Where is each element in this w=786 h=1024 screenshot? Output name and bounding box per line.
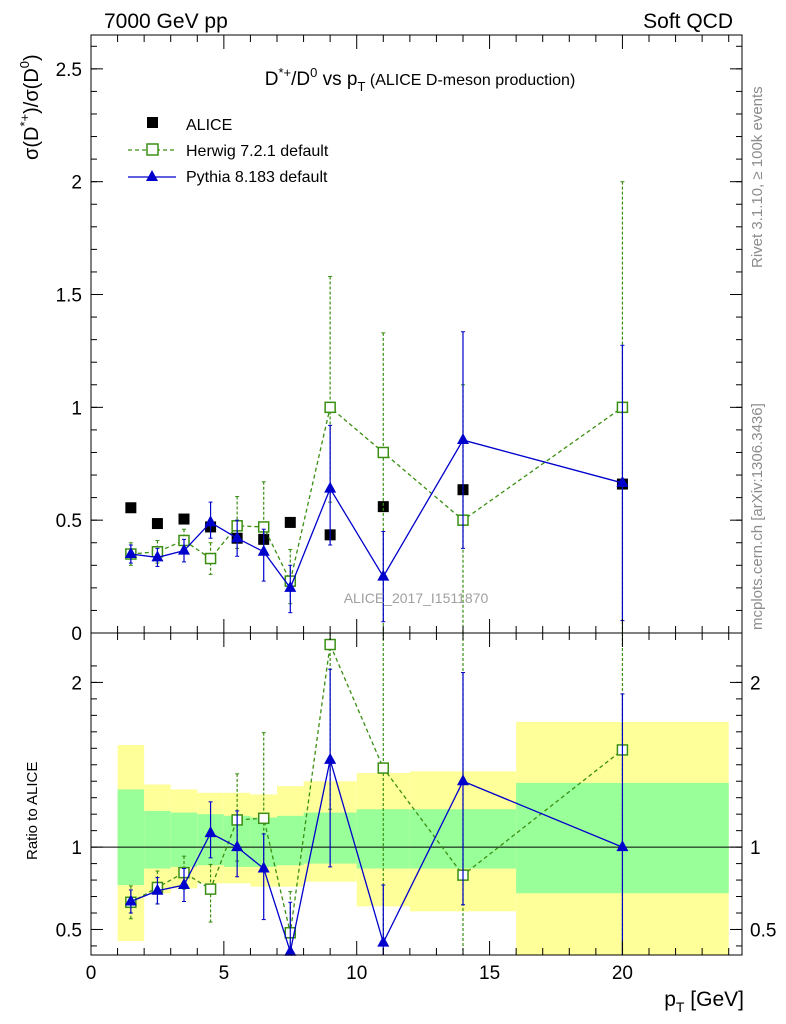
herwig-point <box>324 401 336 414</box>
legend-alice-marker <box>147 117 158 128</box>
title-sub: T <box>357 79 365 94</box>
title-base: D <box>265 69 279 90</box>
alice-point <box>377 501 389 513</box>
pythia-point <box>284 944 297 956</box>
legend-herwig-marker <box>146 143 159 156</box>
ylabel-p2: )/σ(D <box>21 68 43 114</box>
herwig-point <box>324 638 336 651</box>
mcplots-label: mcplots.cern.ch [arXiv:1306.3436] <box>749 403 766 630</box>
pythia-point <box>324 752 337 764</box>
main-title: D*+/D0 vs pT (ALICE D-meson production) <box>265 65 576 94</box>
ratio-ytick-label: 1 <box>71 838 82 859</box>
title-sup1: *+ <box>278 65 291 80</box>
pythia-point <box>151 550 164 562</box>
ratio-xtick-label: 15 <box>479 963 500 984</box>
ratio-xtick-label: 10 <box>346 963 367 984</box>
ratio-xlabel: pT [GeV] <box>664 988 744 1015</box>
watermark: ALICE_2017_I1511870 <box>344 590 489 606</box>
pythia-point <box>178 543 190 555</box>
pythia-point <box>616 840 629 852</box>
xlabel-sub: T <box>676 999 685 1015</box>
main-ytick-label: 0 <box>71 624 82 645</box>
alice-point <box>125 502 137 514</box>
uncertainty-band-inner <box>277 815 304 866</box>
herwig-point <box>257 812 270 825</box>
legend-herwig-label: Herwig 7.2.1 default <box>186 143 329 160</box>
pythia-point <box>204 515 217 527</box>
header-right: Soft QCD <box>643 10 733 33</box>
pythia-point <box>178 878 190 889</box>
pythia-point <box>284 580 297 592</box>
herwig-point <box>377 446 390 459</box>
main-axes: 0 0.5 1 1.5 2 2.5 <box>56 35 742 645</box>
pythia-point <box>616 475 629 487</box>
main-plot-panel: 00.511.522.5 D*+/D0 vs pT (ALICE D-meson… <box>17 34 743 645</box>
pythia-point <box>124 547 137 559</box>
ratio-xtick-label: 20 <box>612 963 633 984</box>
pythia-point <box>257 544 270 556</box>
pythia-point <box>257 861 270 873</box>
herwig-point <box>377 762 390 774</box>
xlabel-p: p <box>664 988 676 1011</box>
rivet-label: Rivet 3.1.10, ≥ 100k events <box>749 86 766 268</box>
pythia-point <box>124 894 137 906</box>
main-ytick-label: 2.5 <box>56 60 82 81</box>
title-sup2: 0 <box>310 65 317 80</box>
herwig-point <box>204 552 217 565</box>
ratio-frame <box>90 632 743 956</box>
legend: ALICE Herwig 7.2.1 default Pythia 8.183 … <box>128 117 329 186</box>
ratio-plot-marks <box>91 632 742 956</box>
ratio-ylabel: Ratio to ALICE <box>24 762 41 860</box>
alice-point <box>284 516 296 528</box>
main-ytick-label: 1 <box>71 398 82 419</box>
ratio-xtick-label: 0 <box>86 963 97 984</box>
pythia-point <box>231 840 244 852</box>
pythia-point <box>377 935 390 947</box>
alice-point <box>178 513 190 525</box>
header-left: 7000 GeV pp <box>104 10 228 33</box>
pythia-point <box>231 531 244 543</box>
ratio-axes: 0.5 0.51 12 20 5 10 15 20 <box>56 633 776 984</box>
pythia-point <box>151 883 164 895</box>
ratio-ytick-label-right: 0.5 <box>750 920 776 941</box>
main-ytick-label: 1.5 <box>56 286 82 307</box>
xlabel-unit: [GeV] <box>684 988 744 1011</box>
ratio-ytick-label-right: 2 <box>750 673 761 694</box>
uncertainty-band-inner <box>117 789 145 885</box>
pythia-point <box>324 481 337 493</box>
legend-pythia-label: Pythia 8.183 default <box>186 169 328 186</box>
ratio-xtick-label: 5 <box>219 963 230 984</box>
ratio-ytick-label: 0.5 <box>56 920 82 941</box>
ylabel-sup: *+ <box>17 114 32 127</box>
legend-alice-label: ALICE <box>186 117 232 134</box>
title-mid: /D <box>291 69 310 90</box>
title-vs: vs p <box>317 69 357 90</box>
ylabel-p1: σ(D <box>21 127 43 160</box>
pythia-point <box>457 433 469 445</box>
ylabel-sup2: 0 <box>17 61 32 68</box>
alice-point <box>151 518 163 530</box>
main-ylabel: σ(D*+)/σ(D0) <box>17 54 43 160</box>
title-note: (ALICE D-meson production) <box>365 72 575 89</box>
ratio-ytick-label-right: 1 <box>750 838 761 859</box>
pythia-point <box>204 826 217 838</box>
pythia-series-line <box>130 439 623 590</box>
herwig-series-line <box>130 406 623 584</box>
main-plot-marks <box>124 181 629 634</box>
ratio-plot-panel: 0.5 0.51 12 20 5 10 15 20 Ratio to ALICE pT [Ge… <box>24 632 776 1015</box>
ratio-ytick-label: 2 <box>71 673 82 694</box>
pythia-point <box>377 569 390 581</box>
main-ytick-label: 0.5 <box>56 511 82 532</box>
herwig-point <box>204 883 217 895</box>
ylabel-p3: ) <box>21 54 43 61</box>
main-ytick-label: 2 <box>71 173 82 194</box>
legend-pythia-marker <box>146 170 158 181</box>
uncertainty-band-inner <box>144 810 171 869</box>
pythia-point <box>457 774 469 786</box>
